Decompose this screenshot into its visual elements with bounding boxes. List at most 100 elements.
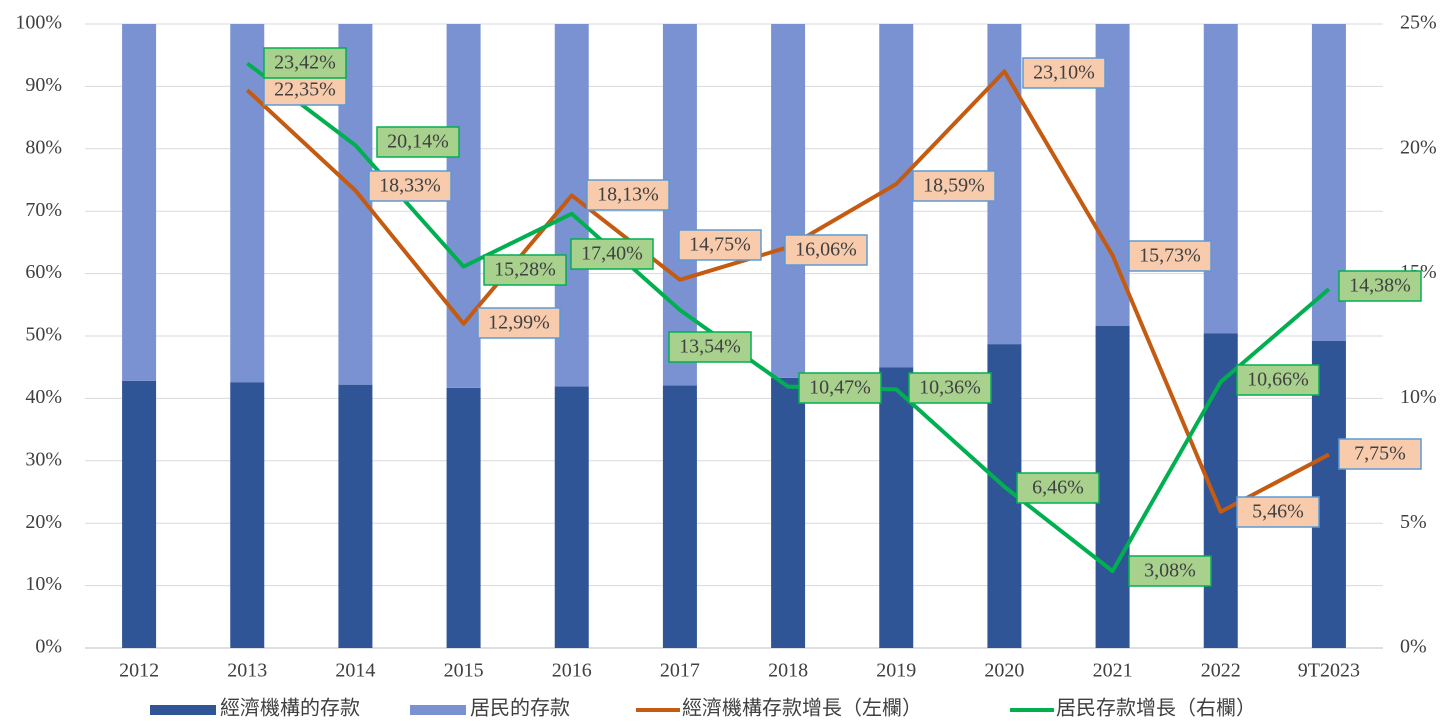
x-tick-label: 2014 [335, 660, 375, 682]
data-label: 10,47% [798, 372, 882, 404]
bar-segment [771, 24, 806, 378]
data-label: 18,59% [912, 170, 996, 202]
data-label: 12,99% [477, 307, 561, 339]
data-label: 16,06% [784, 234, 868, 266]
bar-segment [771, 377, 806, 648]
y-tick-label: 50% [25, 324, 62, 346]
data-label: 18,13% [586, 179, 670, 211]
data-label-box [263, 47, 347, 79]
data-label-box [368, 170, 452, 202]
data-label: 13,54% [668, 331, 752, 363]
data-label: 15,73% [1128, 240, 1212, 272]
x-tick-label: 2017 [660, 660, 700, 682]
x-tick-label: 9T2023 [1298, 660, 1360, 682]
y-tick-label: 60% [25, 261, 62, 283]
bar-segment [879, 367, 914, 648]
y2-tick-label: 20% [1400, 136, 1437, 158]
data-label-box [477, 307, 561, 339]
y-tick-label: 30% [25, 448, 62, 470]
x-tick-label: 2021 [1093, 660, 1133, 682]
x-tick-label: 2019 [876, 660, 916, 682]
data-label-text: 22,35% [274, 79, 336, 101]
y2-tick-label: 25% [1400, 12, 1437, 34]
data-label-text: 10,47% [809, 377, 871, 399]
y2-tick-label: 5% [1400, 511, 1427, 533]
data-label-box [1236, 364, 1320, 396]
bar-segment [446, 24, 481, 388]
bar-segment [554, 386, 589, 648]
data-label-box [798, 372, 882, 404]
line-series [246, 61, 1331, 574]
bar-segment [122, 380, 157, 648]
data-label: 7,75% [1338, 438, 1422, 470]
y2-tick-label: 0% [1400, 636, 1427, 658]
data-label: 23,42% [263, 47, 347, 79]
data-label: 5,46% [1236, 496, 1320, 528]
data-label-box [586, 179, 670, 211]
data-label-text: 16,06% [795, 239, 857, 261]
data-label-box [1128, 240, 1212, 272]
y-tick-label: 90% [25, 74, 62, 96]
data-label-box [1338, 438, 1422, 470]
data-label-box [1128, 555, 1212, 587]
data-label-text: 15,28% [494, 259, 556, 281]
y-tick-label: 10% [25, 573, 62, 595]
y-tick-label: 0% [35, 636, 62, 658]
data-label-box [1016, 472, 1100, 504]
data-label-text: 5,46% [1252, 501, 1304, 523]
bar-segment [1095, 326, 1130, 648]
y-tick-label: 100% [15, 12, 62, 34]
x-tick-label: 2013 [227, 660, 267, 682]
x-tick-label: 2018 [768, 660, 808, 682]
data-label-text: 23,42% [274, 52, 336, 74]
data-label-text: 7,75% [1354, 443, 1406, 465]
x-tick-label: 2022 [1201, 660, 1241, 682]
data-label-box [376, 126, 460, 158]
x-tick-label: 2012 [119, 660, 159, 682]
data-label: 15,28% [483, 254, 567, 286]
data-label: 17,40% [570, 238, 654, 270]
data-label-box [1338, 270, 1422, 302]
data-label-text: 23,10% [1033, 62, 1095, 84]
data-label: 18,33% [368, 170, 452, 202]
data-label: 23,10% [1022, 57, 1106, 89]
data-label: 14,75% [678, 229, 762, 261]
bar-segment [1203, 24, 1238, 334]
data-label: 10,36% [908, 372, 992, 404]
bar-segment [338, 384, 373, 648]
x-tick-label: 2016 [552, 660, 592, 682]
data-label-box [784, 234, 868, 266]
data-label-text: 3,08% [1144, 560, 1196, 582]
data-label-text: 10,66% [1247, 369, 1309, 391]
bar-segment [230, 24, 265, 383]
data-label-text: 18,59% [923, 175, 985, 197]
data-label-box [483, 254, 567, 286]
data-label-text: 12,99% [488, 312, 550, 334]
data-label-box [1022, 57, 1106, 89]
data-label-box [1236, 496, 1320, 528]
legend-swatch [410, 705, 466, 715]
y-tick-label: 40% [25, 386, 62, 408]
legend-label: 經濟機構的存款 [220, 697, 360, 720]
bar-segment [879, 24, 914, 368]
data-label-box [570, 238, 654, 270]
data-label-text: 13,54% [679, 336, 741, 358]
data-label-box [668, 331, 752, 363]
legend-label: 居民存款增長（右欄） [1056, 697, 1256, 720]
data-label-text: 6,46% [1032, 477, 1084, 499]
data-label-text: 15,73% [1139, 245, 1201, 267]
bar-segment [662, 385, 697, 648]
data-label: 22,35% [263, 74, 347, 106]
data-label: 14,38% [1338, 270, 1422, 302]
data-label: 20,14% [376, 126, 460, 158]
data-label-box [912, 170, 996, 202]
data-label: 3,08% [1128, 555, 1212, 587]
y-tick-label: 80% [25, 136, 62, 158]
x-tick-label: 2020 [984, 660, 1024, 682]
data-label-box [678, 229, 762, 261]
data-label-text: 14,38% [1349, 275, 1411, 297]
legend-label: 居民的存款 [470, 697, 570, 720]
data-label-box [263, 74, 347, 106]
bar-segment [122, 24, 157, 381]
